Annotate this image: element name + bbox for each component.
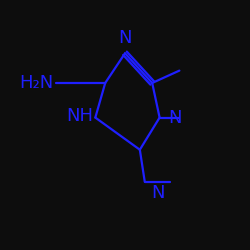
Text: NH: NH xyxy=(66,107,93,125)
Text: H₂N: H₂N xyxy=(19,74,53,92)
Text: N: N xyxy=(118,29,132,47)
Text: N: N xyxy=(151,184,164,202)
Text: N: N xyxy=(168,108,182,126)
